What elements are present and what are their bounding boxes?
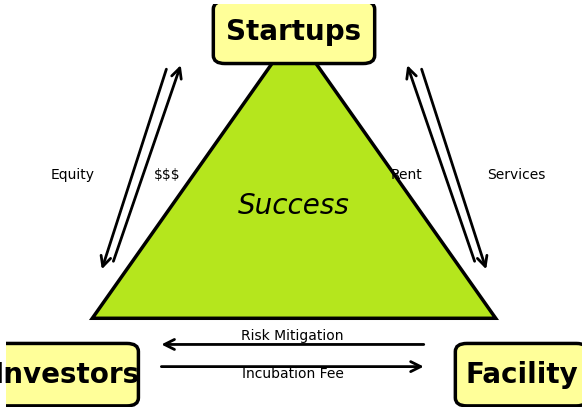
Text: Equity: Equity	[50, 168, 94, 182]
FancyBboxPatch shape	[455, 344, 588, 406]
FancyBboxPatch shape	[213, 1, 375, 64]
Text: Facility: Facility	[465, 361, 578, 389]
Text: Risk Mitigation: Risk Mitigation	[241, 329, 344, 344]
FancyBboxPatch shape	[0, 344, 138, 406]
Text: Incubation Fee: Incubation Fee	[242, 367, 343, 381]
Text: Startups: Startups	[226, 18, 362, 46]
Polygon shape	[92, 32, 496, 318]
Text: $$$: $$$	[154, 168, 181, 182]
Text: Investors: Investors	[0, 361, 139, 389]
Text: Rent: Rent	[390, 168, 422, 182]
Text: Success: Success	[238, 192, 350, 219]
Text: Services: Services	[487, 168, 545, 182]
